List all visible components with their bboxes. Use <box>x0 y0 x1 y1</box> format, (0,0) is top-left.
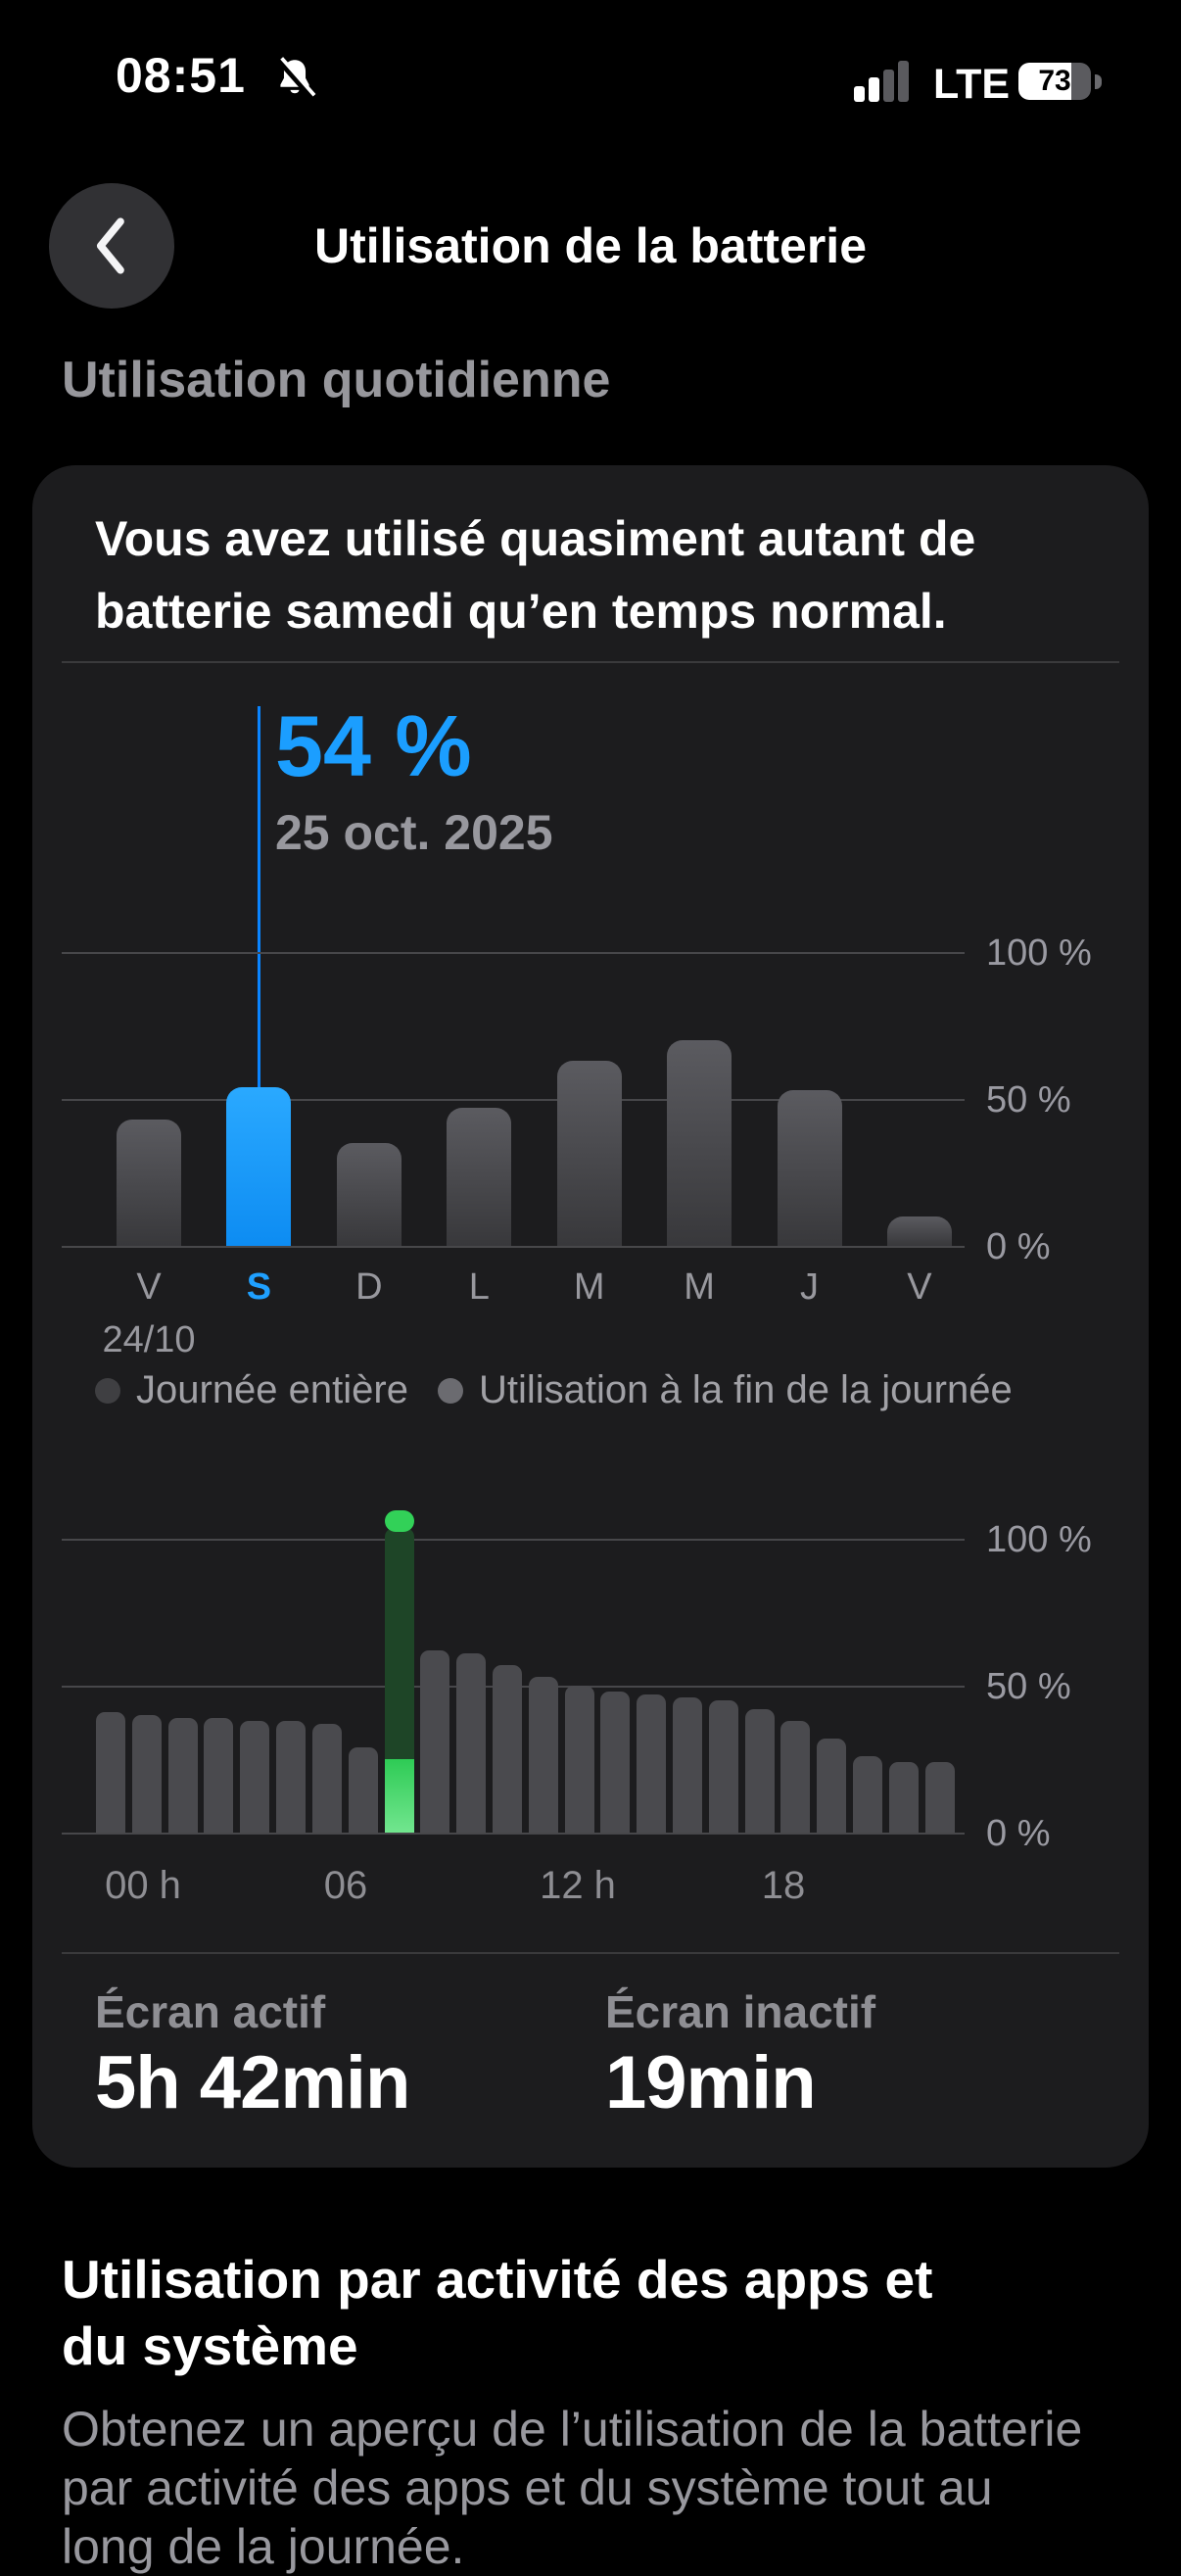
daily-bars[interactable] <box>117 952 952 1246</box>
network-type-label: LTE <box>933 61 1011 108</box>
charging-column <box>384 1528 414 1759</box>
hourly-ytick-50: 50 % <box>986 1666 1071 1707</box>
hourly-bar-3 <box>204 1718 234 1833</box>
hour-tick-12: 12 h <box>540 1864 616 1907</box>
battery-fill <box>1018 63 1072 100</box>
hourly-bar-22 <box>888 1762 919 1833</box>
hourly-bar-5 <box>276 1721 307 1833</box>
charging-cap-icon <box>384 1510 414 1532</box>
day-label-4: M <box>573 1266 605 1308</box>
hourly-bar-7 <box>348 1747 378 1833</box>
signal-bar-4 <box>898 61 909 102</box>
daily-usage-card: Vous avez utilisé quasiment autant de ba… <box>32 465 1149 2168</box>
day-label-7: V <box>907 1266 932 1308</box>
daily-bar-S-1[interactable] <box>226 1087 292 1246</box>
gridline-0 <box>62 1246 965 1248</box>
hourly-bar-1 <box>131 1715 162 1833</box>
hour-tick-00: 00 h <box>105 1864 181 1907</box>
hourly-bar-charging <box>384 1500 414 1833</box>
signal-bar-2 <box>869 77 879 102</box>
hourly-bar-11 <box>492 1665 522 1833</box>
screen-on-value: 5h 42min <box>95 2041 410 2124</box>
daily-bar-V-0[interactable] <box>117 1120 181 1246</box>
chart-legend: Journée entière Utilisation à la fin de … <box>95 1368 1013 1412</box>
hourly-bar-4 <box>240 1721 270 1833</box>
hourly-bar-23 <box>924 1762 955 1833</box>
hourly-bar-14 <box>600 1692 631 1833</box>
daily-ytick-0: 0 % <box>986 1226 1051 1267</box>
day-label-6: J <box>800 1266 820 1308</box>
hourly-ytick-100: 100 % <box>986 1519 1092 1560</box>
hourly-ytick-0: 0 % <box>986 1813 1051 1854</box>
usage-summary-headline: Vous avez utilisé quasiment autant de ba… <box>95 511 976 639</box>
hourly-bar-16 <box>673 1697 702 1833</box>
chevron-left-icon <box>96 217 124 274</box>
signal-bar-1 <box>854 86 865 102</box>
hourly-bar-19 <box>780 1721 811 1833</box>
hourly-bar-6 <box>311 1724 342 1833</box>
hourly-bar-10 <box>456 1653 487 1833</box>
selection-indicator-line <box>258 706 260 1088</box>
hourly-bars[interactable] <box>96 1500 955 1833</box>
day-label-1: S <box>246 1266 272 1308</box>
daily-ytick-100: 100 % <box>986 932 1092 974</box>
first-day-date-label: 24/10 <box>102 1319 196 1360</box>
daily-bar-D-2[interactable] <box>336 1143 402 1246</box>
back-button[interactable] <box>49 183 174 309</box>
divider <box>62 661 1119 663</box>
daily-bar-L-3[interactable] <box>447 1108 512 1246</box>
hourly-bar-9 <box>420 1650 450 1833</box>
selected-day-percent: 54 % <box>275 697 472 794</box>
hourly-bar-0 <box>96 1712 125 1833</box>
hourly-bar-13 <box>564 1686 594 1833</box>
day-label-5: M <box>684 1266 715 1308</box>
gridline-0 <box>62 1833 965 1835</box>
day-label-3: L <box>468 1266 490 1308</box>
legend-dot-icon <box>437 1377 463 1404</box>
daily-ytick-50: 50 % <box>986 1079 1071 1121</box>
gridline-50 <box>62 1099 965 1101</box>
gridline-100 <box>62 1539 965 1541</box>
hourly-bar-18 <box>744 1709 775 1833</box>
day-label-0: V <box>136 1266 162 1308</box>
battery-nub <box>1095 74 1102 89</box>
legend-item-full-day: Journée entière <box>95 1368 408 1412</box>
hour-tick-06: 06 <box>323 1864 368 1907</box>
daily-bar-V-7[interactable] <box>886 1216 952 1246</box>
hour-tick-18: 18 <box>761 1864 806 1907</box>
divider <box>62 1952 1119 1954</box>
page-title: Utilisation de la batterie <box>313 218 867 273</box>
hourly-bar-17 <box>708 1700 738 1833</box>
selected-day-date: 25 oct. 2025 <box>275 805 553 860</box>
status-time: 08:51 <box>116 48 246 103</box>
hourly-bar-15 <box>637 1694 667 1833</box>
gridline-100 <box>62 952 965 954</box>
hourly-bar-12 <box>528 1677 558 1833</box>
screen-off-label: Écran inactif <box>605 1986 876 2037</box>
screen-off-value: 19min <box>605 2041 817 2124</box>
hourly-bar-2 <box>167 1718 198 1833</box>
charging-level-bar <box>384 1759 414 1833</box>
day-label-2: D <box>355 1266 383 1308</box>
daily-bar-M-5[interactable] <box>667 1040 732 1246</box>
battery-percent-label: 73 <box>1038 65 1071 97</box>
legend-item-end-of-day: Utilisation à la fin de la journée <box>437 1368 1013 1412</box>
signal-bar-3 <box>883 70 894 102</box>
hourly-bar-20 <box>817 1739 847 1833</box>
cellular-signal-icon <box>854 61 917 102</box>
daily-bar-M-4[interactable] <box>556 1061 622 1246</box>
legend-dot-icon <box>95 1377 120 1404</box>
daily-usage-section-header: Utilisation quotidienne <box>62 352 611 408</box>
apps-activity-description: Obtenez un aperçu de l’utilisation de la… <box>62 2402 1083 2574</box>
notifications-muted-icon <box>276 57 316 100</box>
screen-on-label: Écran actif <box>95 1986 326 2037</box>
daily-bar-J-6[interactable] <box>777 1090 842 1246</box>
apps-activity-section-header: Utilisation par activité des apps et du … <box>62 2249 933 2376</box>
battery-indicator: 73 <box>1018 63 1091 100</box>
hourly-bar-21 <box>853 1756 883 1833</box>
